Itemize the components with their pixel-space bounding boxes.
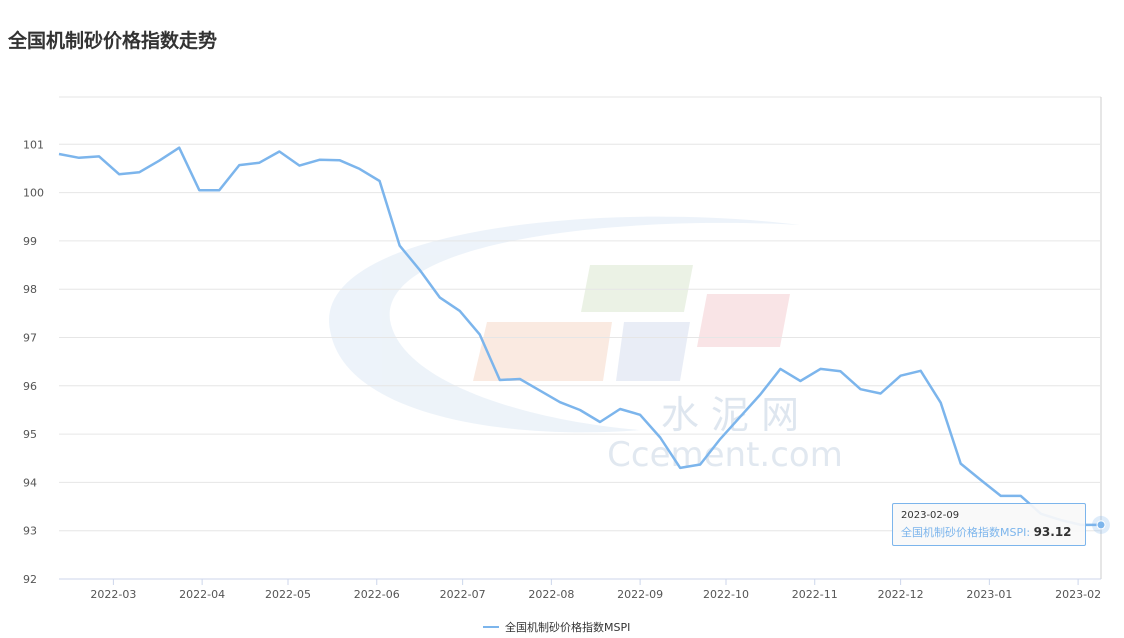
- y-axis-labels: 101 100 99 98 97 96 95 94 93 92: [23, 138, 44, 586]
- x-tick-label: 2022-08: [528, 588, 574, 601]
- y-tick-label: 101: [23, 138, 44, 151]
- x-tick-label: 2022-04: [179, 588, 225, 601]
- x-tick-label: 2022-12: [878, 588, 924, 601]
- legend-line-icon: [483, 626, 499, 628]
- y-tick-label: 94: [23, 476, 37, 489]
- watermark-en: Ccement.com: [607, 435, 843, 475]
- x-tick-label: 2022-10: [703, 588, 749, 601]
- y-tick-label: 95: [23, 428, 37, 441]
- hover-point[interactable]: [1096, 520, 1106, 530]
- tooltip-value: 93.12: [1033, 525, 1072, 539]
- tooltip-date: 2023-02-09: [901, 510, 960, 521]
- series-line[interactable]: [58, 146, 1101, 527]
- legend[interactable]: 全国机制砂价格指数MSPI: [483, 619, 630, 635]
- x-tick-label: 2023-02: [1055, 588, 1101, 601]
- x-tick-label: 2022-07: [440, 588, 486, 601]
- x-axis: 2022-03 2022-04 2022-05 2022-06 2022-07 2022-…: [59, 578, 1101, 601]
- series-group: [58, 146, 1110, 534]
- y-tick-label: 93: [23, 525, 37, 538]
- y-tick-label: 96: [23, 380, 37, 393]
- tooltip-series-name: 全国机制砂价格指数MSPI: [901, 526, 1027, 539]
- legend-label: 全国机制砂价格指数MSPI: [505, 621, 631, 634]
- x-tick-label: 2022-11: [792, 588, 838, 601]
- x-tick-label: 2022-05: [265, 588, 311, 601]
- tooltip: 2023-02-09 全国机制砂价格指数MSPI: 93.12: [892, 503, 1086, 546]
- y-tick-label: 100: [23, 187, 44, 200]
- x-tick-label: 2023-01: [966, 588, 1012, 601]
- x-tick-label: 2022-09: [617, 588, 663, 601]
- y-tick-label: 99: [23, 235, 37, 248]
- y-tick-label: 98: [23, 283, 37, 296]
- x-tick-label: 2022-06: [354, 588, 400, 601]
- y-tick-label: 92: [23, 573, 37, 586]
- y-tick-label: 97: [23, 332, 37, 345]
- y-gridlines: [59, 96, 1102, 579]
- watermark-logo: 水 泥 网 Ccement.com: [329, 216, 843, 475]
- x-tick-label: 2022-03: [90, 588, 136, 601]
- watermark-cn: 水 泥 网: [661, 393, 799, 437]
- chart-title: 全国机制砂价格指数走势: [8, 30, 218, 52]
